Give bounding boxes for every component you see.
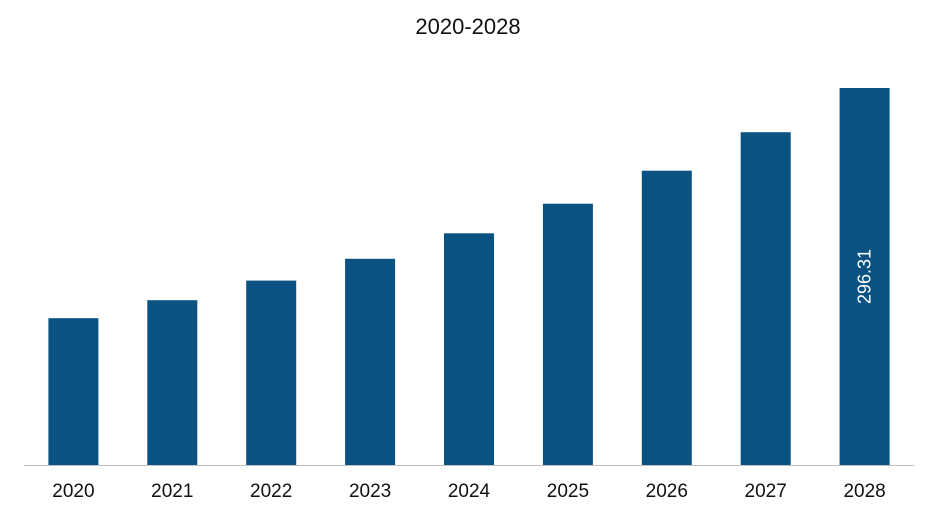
x-tick-label-2022: 2022 — [250, 481, 292, 502]
bar-labels-layer: 296.31 — [855, 249, 875, 304]
chart-title: 2020-2028 — [415, 14, 521, 39]
bar-2026 — [641, 170, 692, 465]
bars-layer — [48, 88, 890, 465]
x-tick-label-2028: 2028 — [843, 481, 885, 502]
bar-2024 — [444, 233, 494, 465]
x-tick-label-2021: 2021 — [151, 481, 193, 502]
bar-2027 — [740, 132, 791, 465]
x-tick-label-2024: 2024 — [448, 481, 491, 502]
x-tick-label-2026: 2026 — [646, 481, 688, 502]
x-tick-label-2027: 2027 — [745, 481, 787, 502]
x-tick-label-2023: 2023 — [349, 481, 391, 502]
x-tick-labels: 2020 2021 2022 2023 2024 2025 2026 2027 2028 — [52, 481, 885, 502]
x-tick-label-2025: 2025 — [547, 481, 589, 502]
bar-2023 — [345, 258, 396, 465]
bar-2028 — [839, 88, 890, 465]
bar-2020 — [48, 318, 99, 465]
bar-2025 — [542, 203, 593, 465]
bar-2022 — [246, 280, 297, 465]
x-tick-label-2020: 2020 — [52, 481, 94, 502]
bar-2021 — [147, 300, 198, 465]
data-label-2028: 296.31 — [855, 249, 875, 304]
